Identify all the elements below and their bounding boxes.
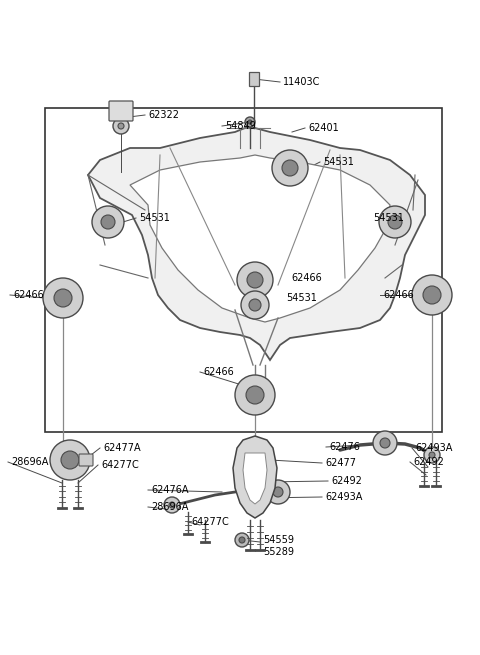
Circle shape (50, 440, 90, 480)
Circle shape (54, 289, 72, 307)
Text: 62401: 62401 (308, 123, 339, 133)
Bar (45, 108, 442, 432)
Circle shape (43, 278, 83, 318)
Text: 55289: 55289 (263, 547, 294, 557)
Circle shape (379, 206, 411, 238)
Circle shape (266, 480, 290, 504)
Circle shape (248, 120, 252, 124)
FancyBboxPatch shape (79, 454, 93, 466)
Circle shape (237, 262, 273, 298)
Text: 62466: 62466 (13, 290, 44, 300)
Circle shape (412, 275, 452, 315)
Circle shape (235, 533, 249, 547)
Text: 62493A: 62493A (325, 492, 362, 502)
Text: 62476: 62476 (329, 442, 360, 452)
Circle shape (164, 497, 180, 513)
Circle shape (429, 452, 435, 458)
Circle shape (92, 206, 124, 238)
Circle shape (272, 150, 308, 186)
Polygon shape (88, 128, 425, 360)
Circle shape (423, 286, 441, 304)
Circle shape (246, 386, 264, 404)
Text: 62466: 62466 (203, 367, 234, 377)
Circle shape (373, 431, 397, 455)
Text: 64277C: 64277C (101, 460, 139, 470)
Circle shape (424, 447, 440, 463)
Circle shape (241, 291, 269, 319)
Text: 62492: 62492 (331, 476, 362, 486)
Text: 62492: 62492 (413, 457, 444, 467)
Text: 62476A: 62476A (151, 485, 189, 495)
Circle shape (169, 502, 175, 508)
Circle shape (61, 451, 79, 469)
Circle shape (239, 537, 245, 543)
Text: 11403C: 11403C (283, 77, 320, 87)
Text: 54531: 54531 (373, 213, 404, 223)
Circle shape (118, 123, 124, 129)
Text: 64277C: 64277C (191, 517, 229, 527)
Text: 62466: 62466 (291, 273, 322, 283)
Text: 62493A: 62493A (415, 443, 452, 453)
FancyBboxPatch shape (109, 101, 133, 121)
Text: 54531: 54531 (286, 293, 317, 303)
Circle shape (380, 438, 390, 448)
Text: 62322: 62322 (148, 110, 179, 120)
Bar (249, 72, 259, 86)
Text: 54559: 54559 (263, 535, 294, 545)
Text: 54849: 54849 (225, 121, 256, 131)
Circle shape (247, 272, 263, 288)
Text: 62477A: 62477A (103, 443, 141, 453)
Circle shape (282, 160, 298, 176)
Text: 62466: 62466 (383, 290, 414, 300)
Circle shape (388, 215, 402, 229)
Circle shape (245, 117, 255, 127)
Circle shape (273, 487, 283, 497)
Text: 28696A: 28696A (151, 502, 188, 512)
Circle shape (113, 118, 129, 134)
Circle shape (249, 299, 261, 311)
Text: 62477: 62477 (325, 458, 356, 468)
Circle shape (235, 375, 275, 415)
Polygon shape (130, 155, 390, 322)
Text: 54531: 54531 (323, 157, 354, 167)
Polygon shape (243, 453, 267, 504)
Text: 28696A: 28696A (11, 457, 48, 467)
Circle shape (101, 215, 115, 229)
Polygon shape (233, 436, 277, 518)
Text: 54531: 54531 (139, 213, 170, 223)
